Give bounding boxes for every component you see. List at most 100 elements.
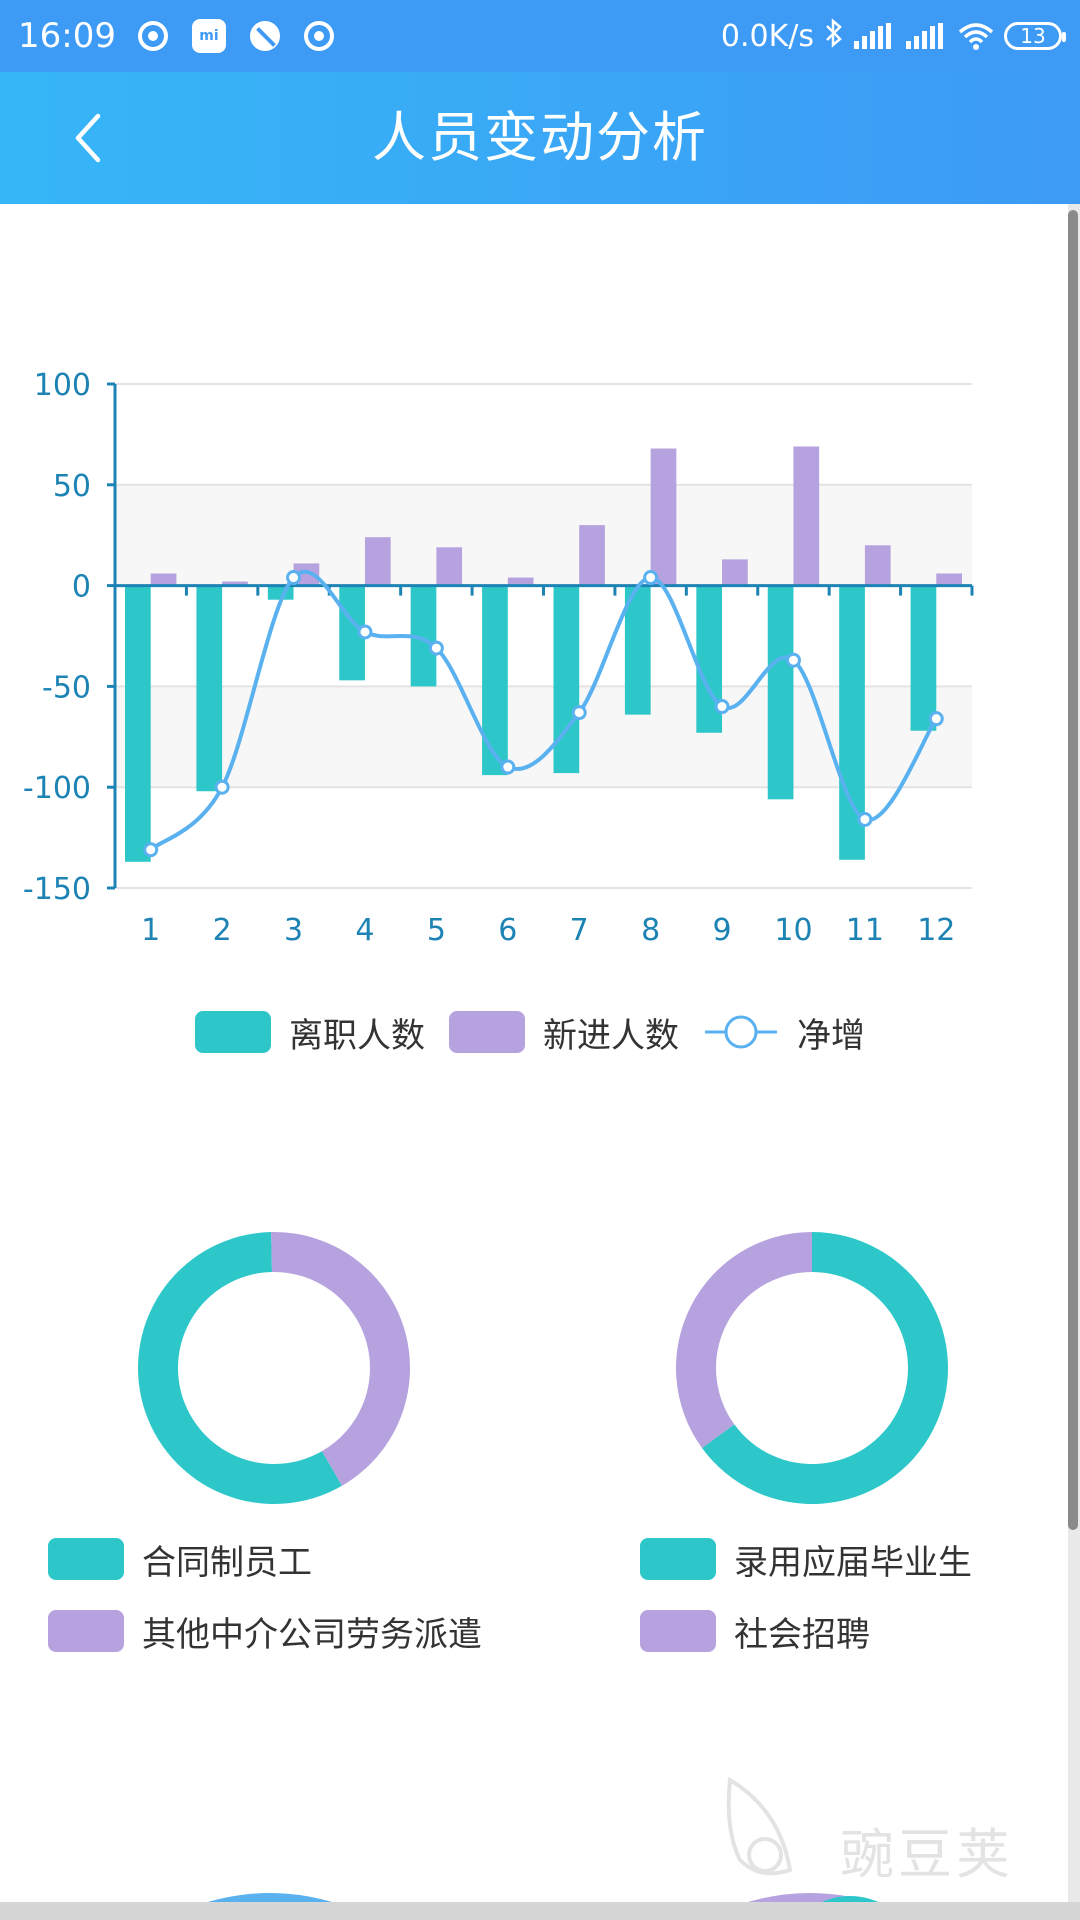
legend-line-net-increase	[705, 1015, 777, 1049]
net-increase-point-5	[428, 640, 444, 656]
x-tick-label-3: 3	[284, 913, 303, 948]
legend-label-graduates: 录用应届毕业生	[734, 1542, 972, 1583]
legend-label-net-increase: 净增	[797, 1015, 865, 1056]
chart-legend: 离职人数 新进人数 净增	[0, 1004, 1060, 1060]
net-speed: 0.0K/s	[720, 18, 814, 54]
legend-swatch-graduates	[640, 1538, 716, 1580]
net-increase-line	[149, 569, 938, 852]
bluetooth-icon	[824, 17, 844, 55]
legend-item-social-recruitment[interactable]: 社会招聘	[640, 1608, 972, 1655]
bar-resigned-8	[624, 585, 651, 715]
x-tick-label-9: 9	[712, 913, 731, 948]
bar-resigned-2	[196, 585, 223, 792]
x-tick-label-8: 8	[641, 913, 660, 948]
donut-slice-1[interactable]	[271, 1232, 410, 1486]
recruitment-source-legend: 录用应届毕业生 社会招聘	[640, 1536, 972, 1680]
watermark-text: 豌豆荚	[840, 1823, 1014, 1886]
net-increase-point-11	[857, 811, 873, 827]
legend-item-resigned[interactable]: 离职人数	[195, 1008, 425, 1057]
notification-dot-icon	[137, 21, 168, 51]
page-title: 人员变动分析	[372, 106, 708, 169]
grid-band	[115, 484, 972, 586]
no-disturb-icon	[249, 21, 280, 51]
bar-new-hires-10	[793, 446, 820, 586]
watermark: 豌豆荚	[720, 1770, 1050, 1890]
y-tick-label: -150	[23, 872, 91, 907]
x-tick-label-1: 1	[141, 913, 160, 948]
x-tick-label-10: 10	[774, 913, 812, 948]
legend-label-resigned: 离职人数	[289, 1015, 425, 1056]
status-time: 16:09	[18, 16, 116, 56]
wifi-icon	[958, 22, 994, 50]
legend-swatch-resigned	[195, 1011, 271, 1053]
x-tick-label-5: 5	[427, 913, 446, 948]
bar-new-hires-8	[650, 448, 677, 586]
bar-new-hires-12	[936, 573, 963, 586]
net-increase-point-8	[643, 570, 659, 586]
notification-dot-icon	[303, 21, 334, 51]
bar-resigned-7	[553, 585, 580, 774]
employment-type-donut	[137, 1232, 410, 1504]
legend-swatch-social-recruitment	[640, 1610, 716, 1652]
y-tick-label: 50	[53, 469, 91, 504]
app-header: 人员变动分析	[0, 72, 1080, 204]
legend-label-social-recruitment: 社会招聘	[734, 1614, 870, 1655]
back-button[interactable]	[56, 100, 132, 176]
bar-resigned-1	[124, 585, 151, 862]
net-increase-point-7	[571, 705, 587, 721]
mi-icon: mi	[191, 19, 226, 53]
donut-slice-0[interactable]	[701, 1232, 948, 1504]
net-increase-point-3	[286, 570, 302, 586]
net-increase-point-10	[785, 652, 801, 668]
net-increase-point-6	[500, 759, 516, 775]
status-left: 16:09 mi	[18, 16, 358, 56]
net-increase-point-1	[143, 842, 159, 858]
legend-item-contract-staff[interactable]: 合同制员工	[48, 1536, 482, 1583]
pea-pod-logo-icon	[726, 1776, 793, 1876]
y-tick-label: -50	[42, 670, 91, 705]
recruitment-source-donut	[676, 1232, 948, 1504]
x-tick-label-6: 6	[498, 913, 517, 948]
legend-label-contract-staff: 合同制员工	[142, 1542, 312, 1583]
y-tick-label: 100	[34, 368, 91, 403]
y-tick-label: -100	[23, 771, 91, 806]
x-tick-label-4: 4	[355, 913, 374, 948]
legend-item-new-hires[interactable]: 新进人数	[449, 1008, 679, 1057]
bar-new-hires-5	[436, 547, 463, 586]
bar-new-hires-7	[579, 525, 605, 586]
x-tick-label-11: 11	[846, 913, 884, 948]
battery-icon: 13	[1004, 22, 1066, 50]
donut-slice-1[interactable]	[676, 1232, 812, 1448]
employment-type-legend: 合同制员工 其他中介公司劳务派遣	[48, 1536, 482, 1680]
chevron-left-icon	[75, 113, 101, 163]
bottom-edge	[0, 1902, 1080, 1920]
x-tick-label-2: 2	[213, 913, 232, 948]
bar-new-hires-11	[864, 545, 891, 586]
scrollbar-thumb[interactable]	[1068, 210, 1078, 1530]
bar-new-hires-9	[722, 559, 748, 586]
grid-band	[115, 686, 972, 788]
x-tick-label-12: 12	[917, 913, 955, 948]
x-tick-label-7: 7	[570, 913, 589, 948]
net-increase-point-4	[357, 624, 373, 640]
legend-item-agency-dispatch[interactable]: 其他中介公司劳务派遣	[48, 1608, 482, 1655]
status-right: 0.0K/s 13	[720, 17, 1066, 55]
legend-swatch-contract-staff	[48, 1538, 124, 1580]
legend-label-agency-dispatch: 其他中介公司劳务派遣	[142, 1614, 482, 1655]
bar-new-hires-4	[364, 537, 391, 586]
legend-swatch-agency-dispatch	[48, 1610, 124, 1652]
bar-new-hires-2	[222, 581, 248, 586]
donut-slice-0[interactable]	[137, 1232, 342, 1504]
bar-resigned-6	[482, 585, 508, 776]
net-increase-point-2	[214, 779, 230, 795]
signal-icon	[906, 23, 946, 49]
bar-resigned-12	[910, 585, 937, 731]
status-bar: 16:09 mi 0.0K/s	[0, 0, 1080, 72]
bar-resigned-10	[767, 585, 794, 800]
legend-item-graduates[interactable]: 录用应届毕业生	[640, 1536, 972, 1583]
legend-item-net-increase[interactable]: 净增	[703, 1008, 865, 1057]
bar-new-hires-6	[507, 577, 534, 586]
bar-new-hires-1	[150, 573, 177, 586]
